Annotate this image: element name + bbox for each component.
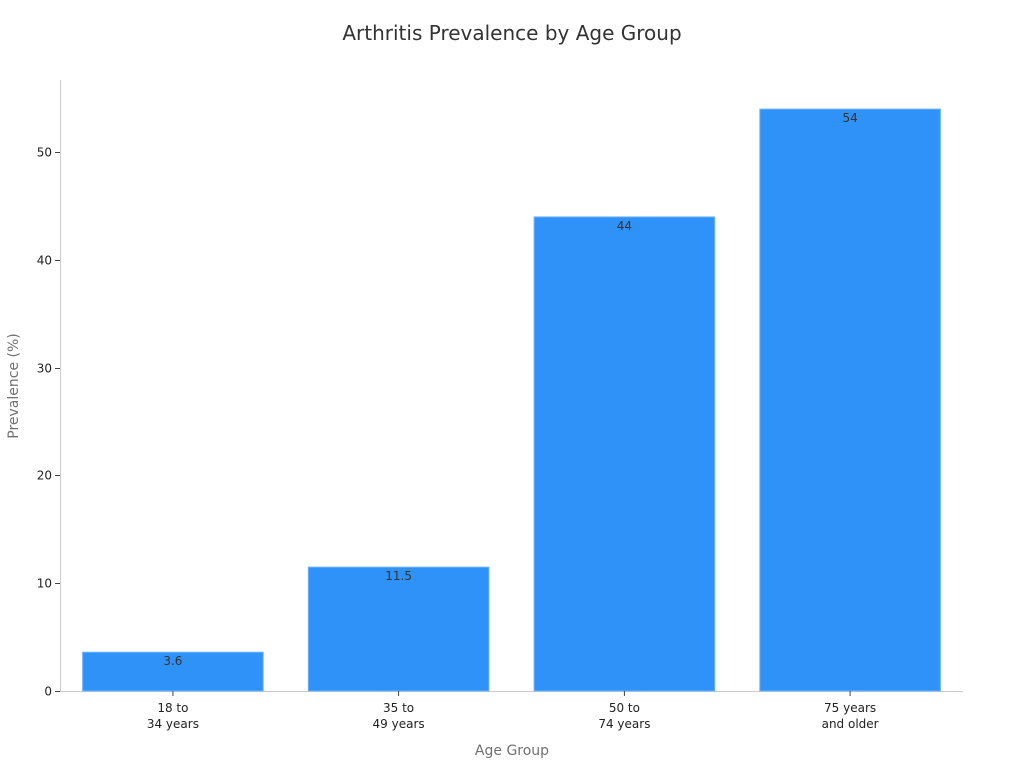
- x-axis-title: Age Group: [475, 743, 549, 759]
- y-tick-label: 50: [37, 146, 52, 160]
- y-axis-title: Prevalence (%): [6, 333, 22, 439]
- x-tick-label-line: 35 to: [383, 701, 414, 715]
- x-axis-ticks: 18 to 34 years 35 to 49 years 50 to 74 years 7…: [147, 691, 879, 731]
- bar: [307, 566, 490, 692]
- x-tick-label-line: 18 to: [157, 701, 188, 715]
- x-tick-label-line: 74 years: [598, 717, 650, 731]
- y-tick-label: 20: [37, 469, 52, 483]
- bar-value-label: 54: [842, 111, 857, 125]
- x-tick-label: 35 to 49 years: [373, 701, 425, 731]
- bars: [82, 108, 941, 692]
- bar: [759, 108, 941, 692]
- data-labels: 3.6 11.5 44 54: [163, 111, 857, 668]
- y-tick-label: 0: [44, 685, 52, 699]
- x-tick-label-line: and older: [822, 717, 879, 731]
- bar: [533, 216, 716, 692]
- bar-value-label: 11.5: [385, 569, 412, 583]
- x-tick-label-line: 50 to: [609, 701, 640, 715]
- bar-value-label: 3.6: [163, 654, 182, 668]
- bar: [82, 651, 264, 692]
- y-tick-label: 30: [37, 362, 52, 376]
- x-tick-label: 18 to 34 years: [147, 701, 199, 731]
- x-tick-label: 75 years and older: [822, 701, 879, 731]
- x-tick-label-line: 75 years: [824, 701, 876, 715]
- chart-title: Arthritis Prevalence by Age Group: [342, 21, 681, 45]
- x-tick-label-line: 49 years: [373, 717, 425, 731]
- x-tick-label-line: 34 years: [147, 717, 199, 731]
- bar-value-label: 44: [617, 219, 632, 233]
- y-tick-label: 10: [37, 577, 52, 591]
- y-tick-label: 40: [37, 254, 52, 268]
- y-axis-ticks: 0 10 20 30 40 50: [37, 146, 60, 699]
- x-tick-label: 50 to 74 years: [598, 701, 650, 731]
